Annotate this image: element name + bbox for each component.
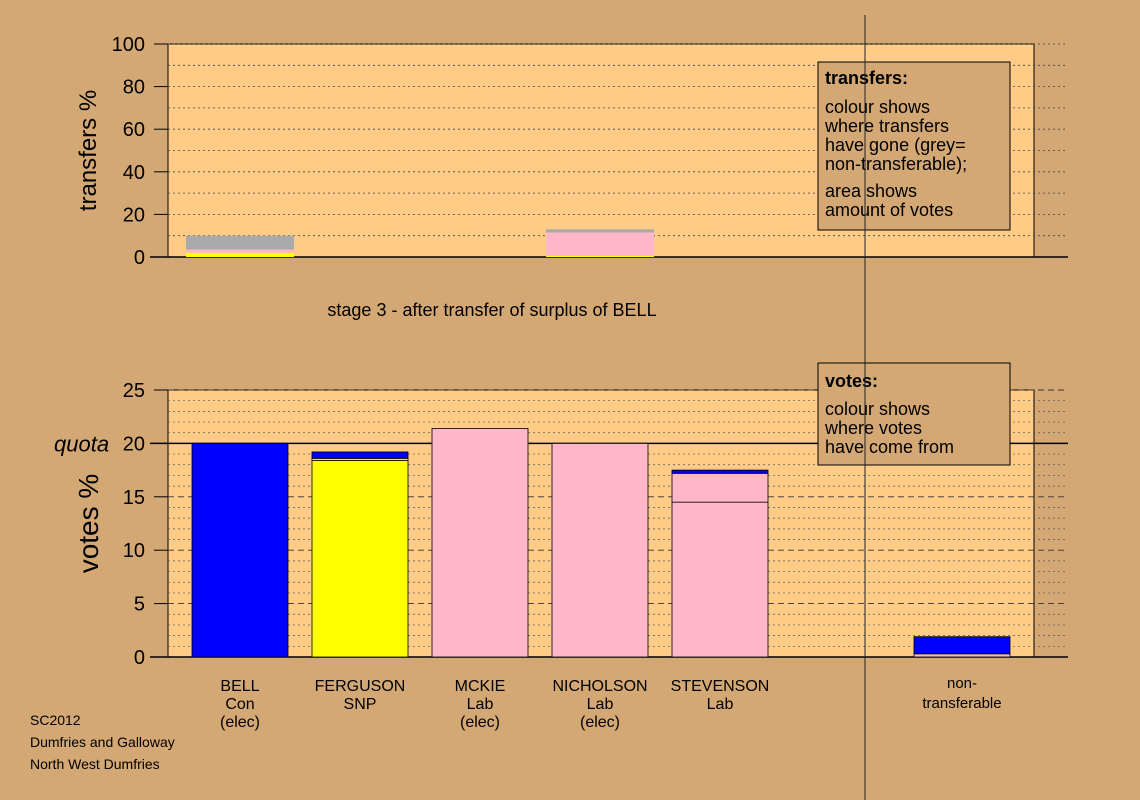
candidate-status: (elec) [460, 714, 500, 731]
candidate-party: Lab [587, 696, 614, 713]
transfers-bar-segment [186, 235, 294, 250]
candidate-status: (elec) [580, 714, 620, 731]
transfers-title: stage 3 - after transfer of surplus of B… [327, 300, 656, 320]
nontransferable-label-2: transferable [922, 695, 1001, 712]
nontransferable-bar-segment [913, 653, 1011, 658]
candidate-party: SNP [344, 696, 377, 713]
votes-tick-label: 20 [123, 433, 145, 455]
nontransferable-label-1: non- [947, 675, 977, 692]
transfers-bar-segment [186, 252, 294, 257]
candidate-name: FERGUSON [315, 678, 406, 695]
candidate-bar-segment [671, 501, 769, 658]
transfers-y-axis-label: transfers % [75, 90, 102, 211]
transfers-legend-line: non-transferable); [825, 154, 967, 174]
transfers-tick-label: 100 [112, 34, 145, 56]
footer-line-2: Dumfries and Galloway [30, 734, 175, 750]
votes-legend-line: colour shows [825, 399, 930, 419]
candidate-status: (elec) [220, 714, 260, 731]
votes-tick-label: 10 [123, 540, 145, 562]
candidate-bar-segment [191, 442, 289, 658]
votes-legend-line: where votes [824, 418, 922, 438]
transfers-legend-line: colour shows [825, 97, 930, 117]
candidate-bar-segment [671, 472, 769, 503]
transfers-legend-box [817, 61, 1011, 231]
candidate-bar-segment [311, 451, 409, 459]
votes-legend-heading: votes: [825, 371, 878, 391]
candidate-bar-segment [671, 469, 769, 474]
transfers-legend-line: have gone (grey= [825, 135, 966, 155]
transfers-bar-segment [546, 229, 654, 233]
transfers-legend-line: amount of votes [825, 200, 953, 220]
votes-legend-line: have come from [825, 437, 954, 457]
transfers-tick-label: 0 [134, 247, 145, 269]
transfers-tick-label: 20 [123, 204, 145, 226]
votes-tick-label: 0 [134, 647, 145, 669]
candidate-bar-segment [551, 442, 649, 658]
transfers-legend-line: area shows [825, 181, 917, 201]
footer-line-1: SC2012 [30, 712, 81, 728]
transfers-legend-line: where transfers [824, 116, 949, 136]
transfers-bar-segment [546, 232, 654, 256]
transfers-bar-segment [186, 249, 294, 253]
candidate-name: STEVENSON [671, 678, 770, 695]
votes-legend-box [817, 362, 1011, 466]
candidate-party: Con [225, 696, 254, 713]
candidate-name: NICHOLSON [552, 678, 647, 695]
transfers-tick-label: 80 [123, 77, 145, 99]
nontransferable-bar-segment [913, 636, 1011, 655]
candidate-party: Lab [467, 696, 494, 713]
candidate-name: MCKIE [455, 678, 506, 695]
votes-tick-label: 15 [123, 487, 145, 509]
votes-tick-label: 5 [134, 594, 145, 616]
candidate-party: Lab [707, 696, 734, 713]
candidate-bar-segment [431, 428, 529, 658]
candidate-bar-segment [311, 460, 409, 658]
candidate-name: BELL [220, 678, 259, 695]
transfers-tick-label: 60 [123, 119, 145, 141]
votes-y-axis-label: votes % [73, 474, 104, 574]
votes-tick-label: 25 [123, 380, 145, 402]
footer-line-3: North West Dumfries [30, 756, 160, 772]
transfers-tick-label: 40 [123, 162, 145, 184]
quota-label: quota [54, 431, 109, 456]
transfers-bar-segment [546, 255, 654, 257]
transfers-legend-heading: transfers: [825, 68, 908, 88]
